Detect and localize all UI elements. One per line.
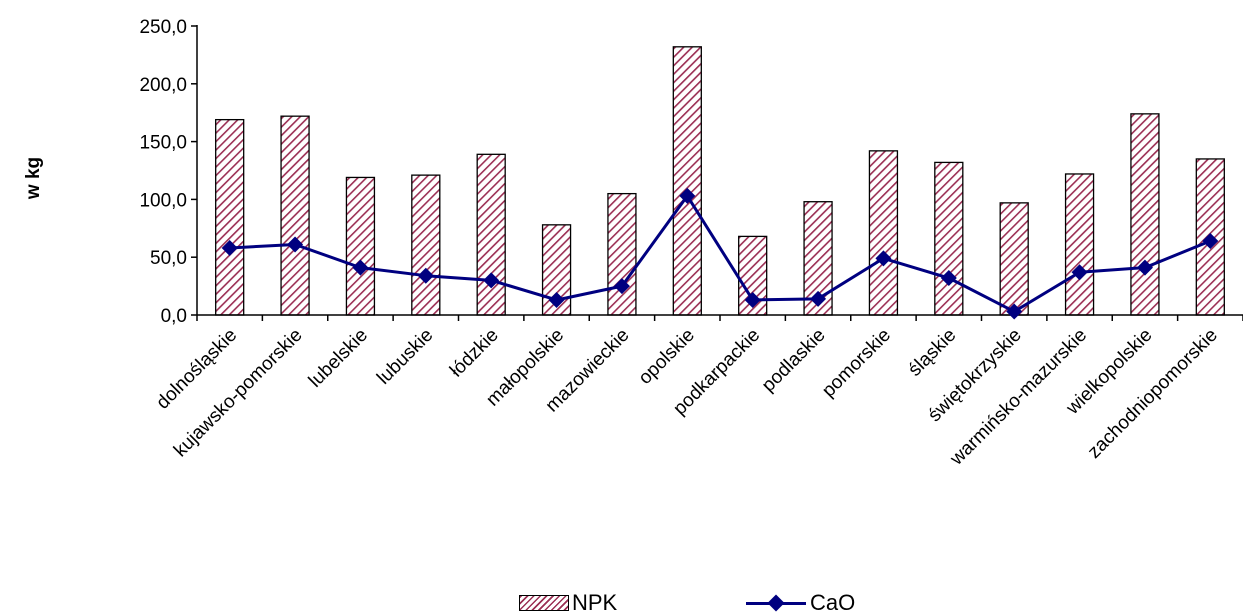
y-tick-label: 100,0 bbox=[139, 190, 187, 211]
cao-point bbox=[744, 291, 761, 308]
x-tick-label: lubelskie bbox=[305, 325, 372, 392]
y-axis-label: w kg bbox=[22, 156, 44, 200]
cao-point bbox=[940, 270, 957, 287]
x-tick-label: łódzkie bbox=[446, 325, 503, 382]
x-tick-label: zachodniopomorskie bbox=[1084, 325, 1222, 463]
cao-series-line bbox=[229, 194, 1211, 314]
cao-point bbox=[1006, 303, 1023, 320]
cao-point bbox=[1071, 264, 1088, 281]
legend: NPK CaO bbox=[0, 590, 1243, 616]
y-tick-label: 200,0 bbox=[139, 75, 187, 96]
legend-item-cao: CaO bbox=[746, 590, 855, 616]
legend-swatch-cao bbox=[746, 593, 806, 613]
cao-line bbox=[221, 187, 1219, 320]
axes bbox=[191, 25, 1243, 321]
npk-bar bbox=[999, 202, 1029, 316]
cao-point bbox=[1136, 259, 1153, 276]
cao-point bbox=[810, 290, 827, 307]
npk-bar bbox=[868, 150, 899, 316]
npk-bar bbox=[672, 46, 702, 316]
cao-point bbox=[875, 250, 892, 267]
y-tick-label: 0,0 bbox=[161, 306, 187, 327]
cao-point bbox=[1202, 233, 1219, 250]
cao-point bbox=[548, 291, 565, 308]
npk-bars bbox=[215, 46, 1225, 316]
legend-swatch-npk bbox=[519, 595, 569, 611]
npk-bar bbox=[607, 192, 637, 316]
npk-bar bbox=[280, 115, 310, 316]
npk-bar bbox=[345, 176, 376, 316]
cao-point bbox=[679, 187, 696, 204]
legend-label-npk: NPK bbox=[572, 590, 618, 615]
y-tick-label: 250,0 bbox=[139, 17, 187, 38]
y-tick-label: 50,0 bbox=[150, 248, 187, 269]
x-tick-label: śląskie bbox=[904, 325, 960, 381]
npk-bar bbox=[934, 161, 964, 316]
x-tick-label: opolskie bbox=[635, 325, 699, 389]
y-tick-label: 150,0 bbox=[139, 133, 187, 154]
legend-item-npk: NPK bbox=[519, 590, 617, 616]
cao-point bbox=[417, 267, 434, 284]
npk-bar bbox=[411, 174, 441, 316]
cao-point bbox=[483, 272, 500, 289]
x-tick-label: lubuskie bbox=[373, 325, 437, 389]
cao-point bbox=[287, 236, 304, 253]
npk-bar bbox=[215, 118, 245, 316]
npk-bar bbox=[1130, 113, 1160, 316]
legend-label-cao: CaO bbox=[810, 590, 856, 615]
cao-point bbox=[221, 239, 238, 256]
x-tick-label: pomorskie bbox=[818, 325, 895, 402]
cao-point bbox=[613, 278, 630, 295]
npk-bar bbox=[476, 153, 506, 316]
npk-bar bbox=[1064, 173, 1095, 316]
x-tick-label: kujawsko-pomorskie bbox=[170, 325, 307, 462]
cao-point bbox=[352, 259, 369, 276]
y-tick-labels: 0,0 50,0 100,0 150,0 200,0 250,0 bbox=[139, 17, 187, 327]
